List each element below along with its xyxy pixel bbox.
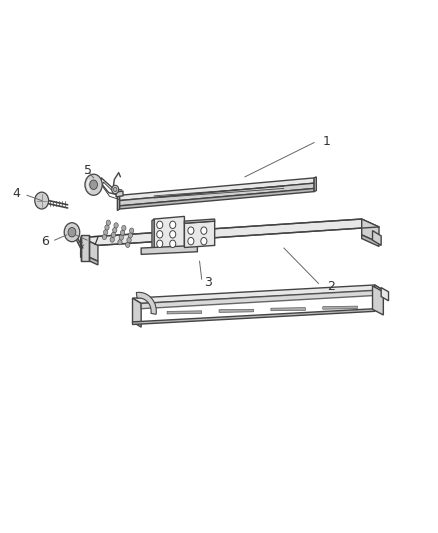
Circle shape	[201, 238, 207, 245]
Polygon shape	[374, 285, 383, 314]
Polygon shape	[120, 178, 314, 200]
Circle shape	[90, 180, 98, 190]
Polygon shape	[323, 306, 357, 309]
Text: 7: 7	[92, 235, 100, 248]
Circle shape	[126, 242, 130, 247]
Polygon shape	[120, 183, 314, 206]
Text: 5: 5	[85, 164, 92, 177]
Polygon shape	[133, 285, 383, 303]
Circle shape	[114, 223, 118, 228]
Polygon shape	[154, 216, 184, 251]
Polygon shape	[81, 238, 98, 261]
Circle shape	[105, 225, 109, 230]
Polygon shape	[141, 245, 198, 254]
Circle shape	[110, 237, 114, 242]
Circle shape	[188, 227, 194, 235]
Circle shape	[170, 231, 176, 238]
Polygon shape	[136, 292, 156, 314]
Circle shape	[68, 228, 76, 237]
Circle shape	[85, 174, 102, 195]
Circle shape	[128, 233, 133, 238]
Text: 2: 2	[327, 279, 335, 293]
Circle shape	[157, 221, 163, 229]
Circle shape	[35, 192, 49, 209]
Polygon shape	[184, 221, 215, 247]
Polygon shape	[116, 191, 123, 197]
Polygon shape	[120, 189, 314, 209]
Polygon shape	[117, 195, 120, 211]
Circle shape	[157, 231, 163, 238]
Polygon shape	[271, 308, 305, 311]
Text: 1: 1	[323, 135, 331, 148]
Circle shape	[120, 230, 125, 236]
Circle shape	[130, 228, 134, 233]
Polygon shape	[133, 309, 374, 325]
Polygon shape	[81, 235, 89, 261]
Polygon shape	[314, 177, 316, 191]
Circle shape	[102, 235, 106, 240]
Text: 3: 3	[204, 276, 212, 289]
Text: 6: 6	[42, 235, 49, 248]
Polygon shape	[141, 290, 374, 309]
Polygon shape	[362, 235, 379, 246]
Polygon shape	[372, 231, 381, 245]
Polygon shape	[152, 219, 154, 252]
Polygon shape	[381, 288, 389, 301]
Circle shape	[106, 220, 110, 225]
Circle shape	[118, 240, 122, 245]
Polygon shape	[167, 311, 202, 314]
Circle shape	[119, 235, 124, 240]
Polygon shape	[219, 309, 254, 312]
Circle shape	[103, 230, 108, 235]
Circle shape	[64, 223, 80, 241]
Polygon shape	[81, 253, 98, 265]
Circle shape	[201, 227, 207, 235]
Circle shape	[170, 221, 176, 229]
Polygon shape	[372, 286, 383, 315]
Circle shape	[111, 232, 116, 238]
Circle shape	[112, 185, 119, 193]
Polygon shape	[133, 298, 141, 327]
Polygon shape	[362, 219, 379, 243]
Circle shape	[170, 240, 176, 247]
Circle shape	[127, 238, 131, 243]
Polygon shape	[81, 219, 379, 245]
Polygon shape	[184, 219, 215, 223]
Circle shape	[122, 225, 126, 231]
Circle shape	[113, 228, 117, 233]
Text: 4: 4	[12, 187, 20, 200]
Circle shape	[157, 240, 163, 247]
Circle shape	[188, 238, 194, 245]
Circle shape	[113, 188, 117, 191]
